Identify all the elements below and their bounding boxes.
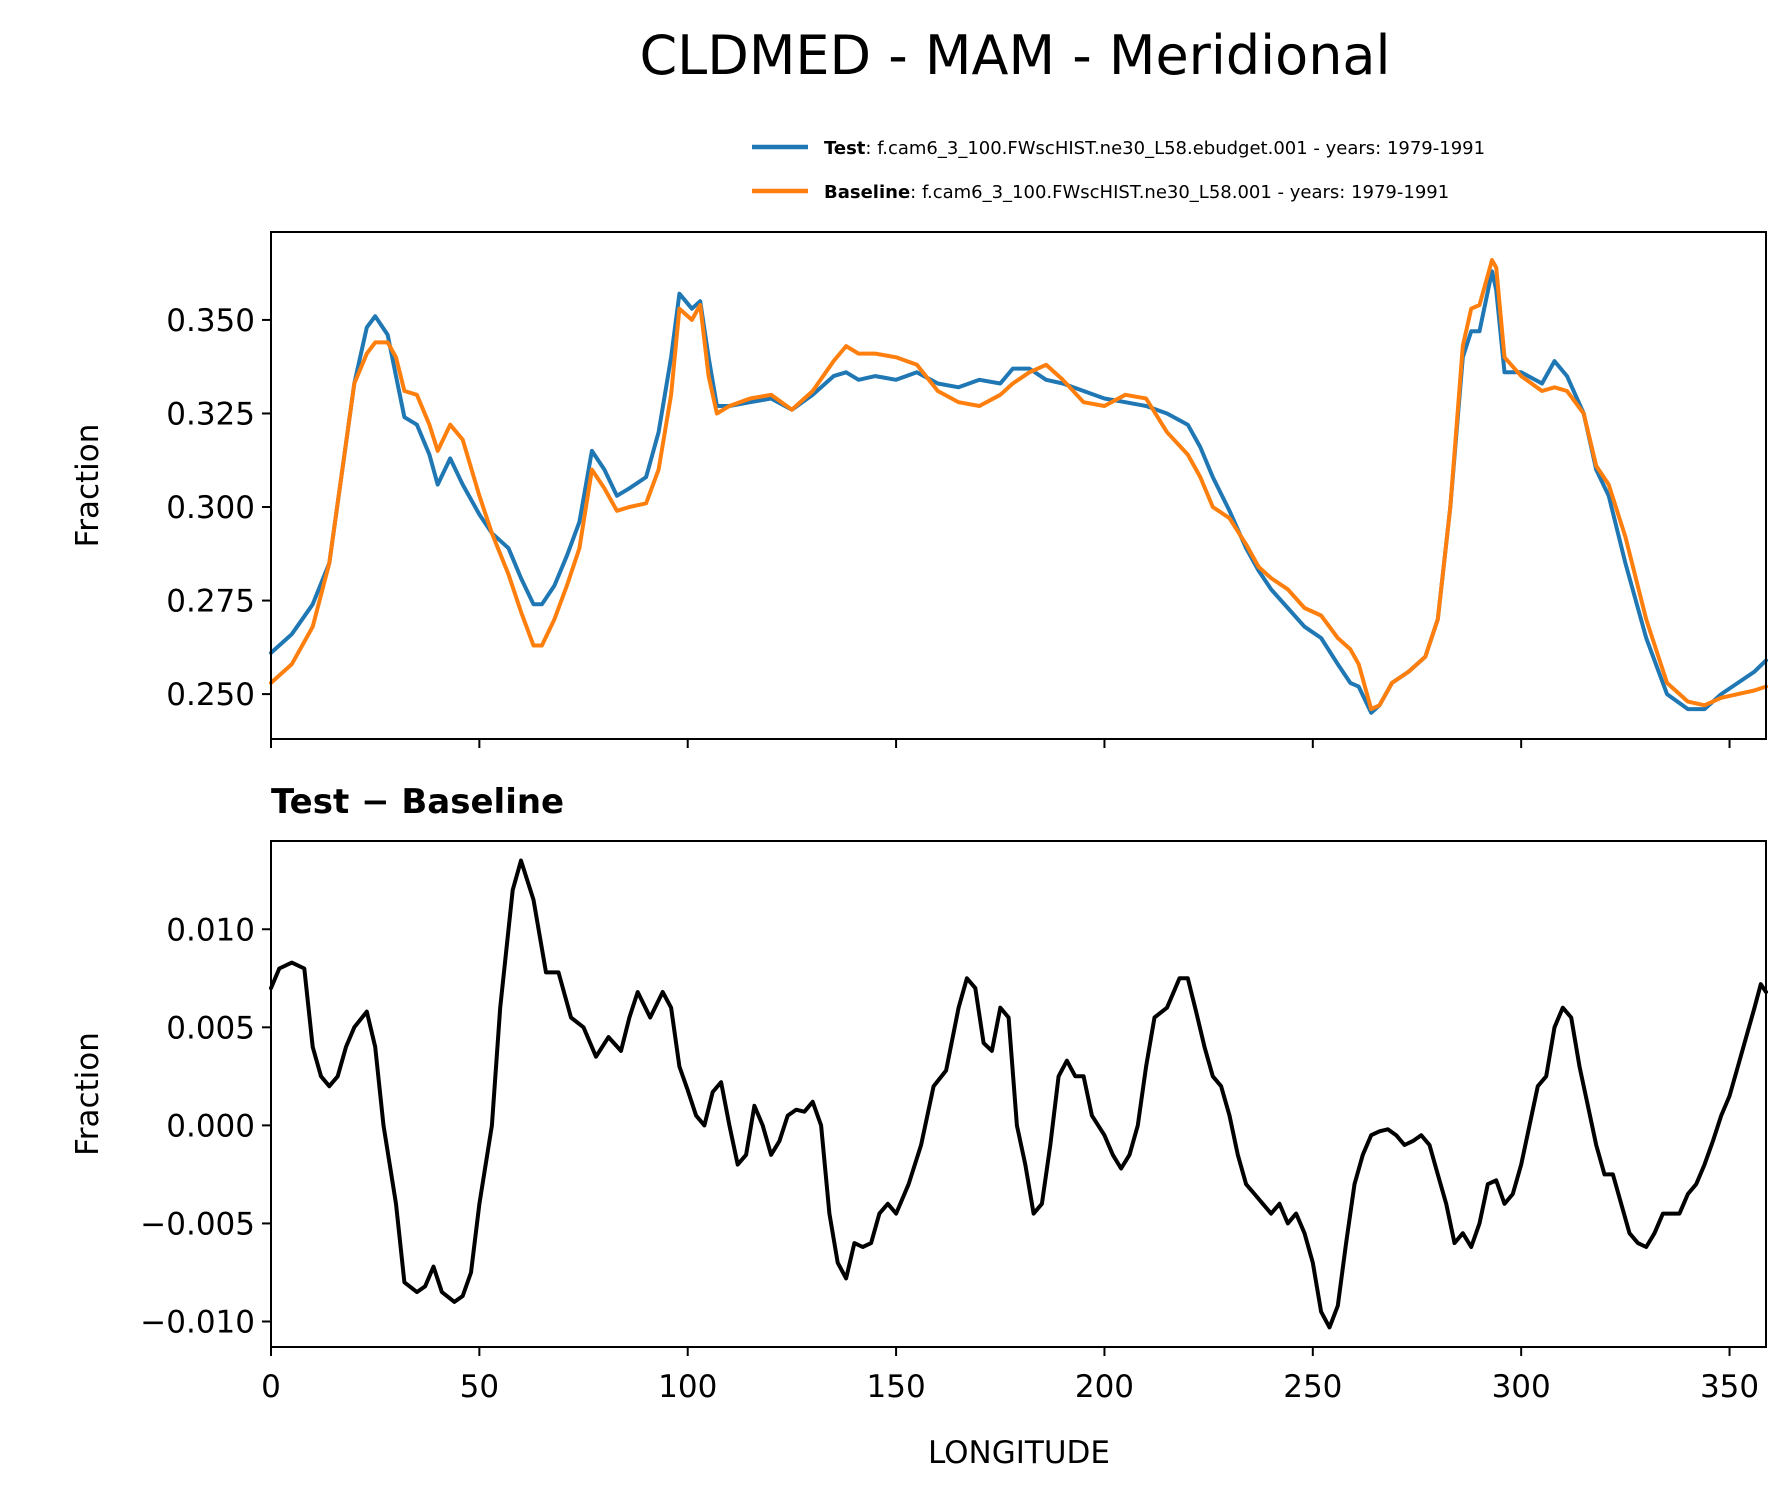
x-tick-label: 300 xyxy=(1492,1369,1551,1405)
x-axis-label: LONGITUDE xyxy=(928,1435,1110,1471)
legend-entry-test-text: : f.cam6_3_100.FWscHIST.ne30_L58.ebudget… xyxy=(865,138,1485,159)
top-series-baseline xyxy=(269,258,1768,712)
top-y-tick-label: 0.250 xyxy=(166,677,255,713)
bottom-y-tick-label: −0.005 xyxy=(140,1206,255,1242)
top-y-tick-label: 0.275 xyxy=(166,584,255,620)
x-tick-label: 250 xyxy=(1283,1369,1342,1405)
x-tick-label: 50 xyxy=(460,1369,499,1405)
bottom-y-tick-label: −0.010 xyxy=(140,1305,255,1341)
chart-title: CLDMED - MAM - Meridional xyxy=(639,24,1390,87)
bottom-y-tick-label: 0.000 xyxy=(166,1108,255,1144)
bottom-series-test-baseline xyxy=(269,858,1768,1330)
legend-entry-test-name: Test xyxy=(824,138,866,159)
top-axes-frame xyxy=(270,231,1767,740)
bottom-axes-frame xyxy=(270,840,1767,1348)
legend-entry-baseline-text: : f.cam6_3_100.FWscHIST.ne30_L58.001 - y… xyxy=(910,182,1449,203)
bottom-y-tick-label: 0.005 xyxy=(166,1010,255,1046)
legend-entry-baseline-name: Baseline xyxy=(824,182,910,203)
top-y-tick-label: 0.325 xyxy=(166,396,255,432)
legend: Test: f.cam6_3_100.FWscHIST.ne30_L58.ebu… xyxy=(752,138,1485,203)
bottom-y-tick-label: 0.010 xyxy=(166,912,255,948)
top-panel: 0.250 0.275 0.300 0.325 0.350 Fraction xyxy=(70,231,1768,748)
top-y-axis-label: Fraction xyxy=(70,424,106,548)
legend-entry-baseline: Baseline: f.cam6_3_100.FWscHIST.ne30_L58… xyxy=(824,182,1449,203)
bottom-panel: −0.010 −0.005 0.000 0.005 0.010 0 50 100 150 200 2… xyxy=(70,840,1768,1405)
bottom-panel-subtitle: Test − Baseline xyxy=(271,782,564,822)
top-y-tick-label: 0.300 xyxy=(166,490,255,526)
top-y-tick-label: 0.350 xyxy=(166,303,255,339)
legend-entry-test: Test: f.cam6_3_100.FWscHIST.ne30_L58.ebu… xyxy=(824,138,1485,159)
x-tick-label: 150 xyxy=(867,1369,926,1405)
x-tick-label: 0 xyxy=(261,1369,281,1405)
x-tick-label: 200 xyxy=(1075,1369,1134,1405)
x-tick-label: 350 xyxy=(1700,1369,1759,1405)
x-tick-label: 100 xyxy=(658,1369,717,1405)
bottom-y-axis-label: Fraction xyxy=(70,1032,106,1156)
top-series-test xyxy=(269,269,1768,715)
